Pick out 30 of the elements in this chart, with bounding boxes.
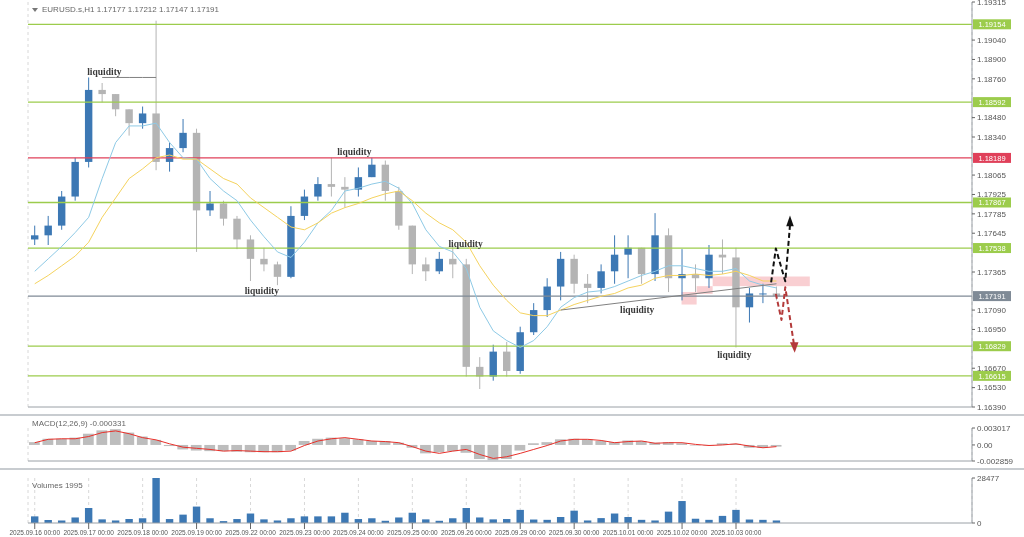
y-tick-label: 1.17925: [977, 190, 1007, 200]
y-tick-label: 0.00: [977, 440, 994, 450]
y-tick-label: 1.17645: [977, 229, 1007, 239]
y-tick-label: -0.002859: [977, 456, 1014, 466]
y-tick-label: 1.17785: [977, 209, 1007, 219]
y-tick-label: 1.16530: [977, 383, 1007, 393]
y-tick-label: 1.16670: [977, 364, 1007, 374]
chart-title: Volumes 1995: [32, 481, 84, 490]
annotation: liquidity: [717, 349, 752, 360]
y-tick-label: 1.18760: [977, 74, 1007, 84]
y-tick-label: 28477: [977, 473, 1000, 483]
y-tick-label: 1.18900: [977, 55, 1007, 65]
annotation: liquidity: [244, 286, 280, 297]
y-tick-label: 1.17365: [977, 267, 1007, 277]
chart-title: MACD(12,26,9) -0.000331: [32, 419, 127, 428]
chart-title: EURUSD.s,H1 1.17177 1.17212 1.17147 1.17191: [42, 5, 220, 14]
y-tick-label: 1.18065: [977, 170, 1007, 180]
annotation: liquidity: [87, 66, 122, 77]
annotation: liquidity: [337, 146, 372, 157]
y-tick-label: 0: [977, 518, 982, 528]
y-tick-label: 1.16950: [977, 325, 1007, 335]
y-tick-label: 1.19040: [977, 35, 1007, 45]
y-tick-label: 1.17090: [977, 305, 1007, 315]
annotation: liquidity: [448, 238, 483, 249]
annotation: liquidity: [620, 305, 655, 316]
y-tick-label: 1.19315: [977, 0, 1007, 7]
y-tick-label: 1.18340: [977, 132, 1007, 142]
y-tick-label: 1.16390: [977, 402, 1007, 412]
y-tick-label: 1.18480: [977, 113, 1007, 123]
y-tick-label: 0.003017: [977, 423, 1011, 433]
